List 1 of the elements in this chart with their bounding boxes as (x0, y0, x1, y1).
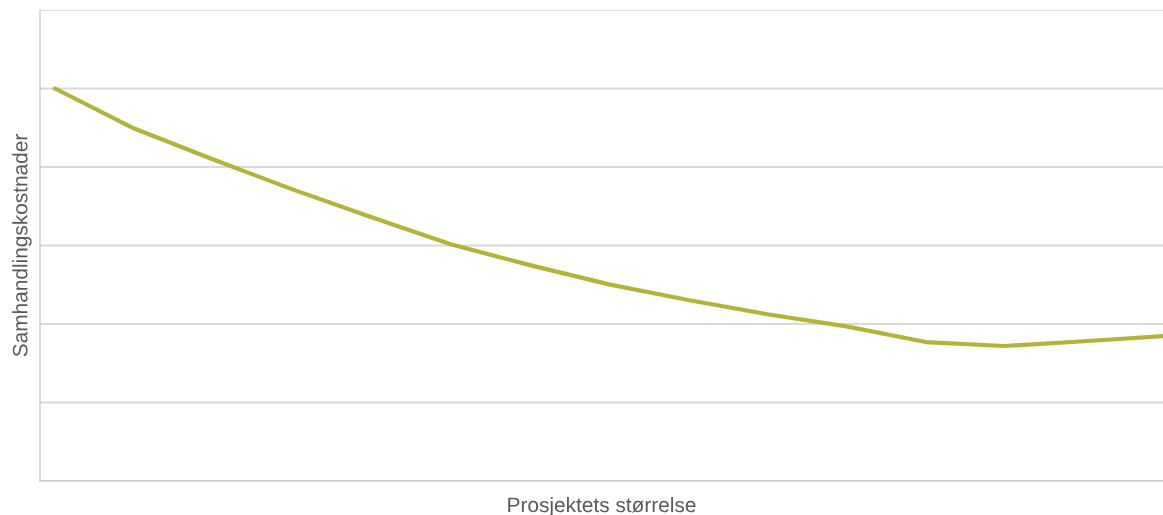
y-axis-title: Samhandlingskostnader (12, 134, 32, 357)
